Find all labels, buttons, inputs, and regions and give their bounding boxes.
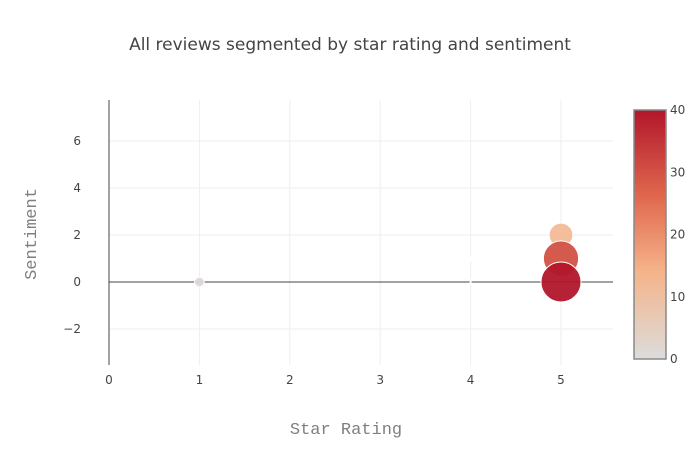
data-point [194, 276, 205, 288]
colorbar-tick-label: 20 [670, 228, 685, 242]
y-tick-label: 2 [73, 228, 81, 242]
chart-title: All reviews segmented by star rating and… [129, 35, 571, 55]
colorbar: 0 10 20 30 40 [633, 103, 685, 366]
colorbar-tick-label: 40 [670, 103, 685, 117]
y-tick-label: 4 [73, 181, 81, 195]
y-tick-label: −2 [63, 322, 81, 336]
data-point [469, 279, 472, 285]
y-tick-label: 6 [73, 134, 81, 148]
x-tick-label: 2 [286, 373, 294, 387]
colorbar-gradient [633, 109, 667, 360]
x-tick-label: 1 [196, 373, 204, 387]
y-tick-labels: −2 0 2 4 6 [63, 134, 81, 336]
y-axis-title: Sentiment [23, 188, 42, 280]
x-tick-labels: 0 1 2 3 4 5 [105, 373, 565, 387]
data-point [540, 261, 582, 303]
grid [109, 100, 613, 365]
x-axis-title: Star Rating [290, 421, 402, 440]
colorbar-tick-label: 30 [670, 165, 685, 179]
x-tick-label: 3 [376, 373, 384, 387]
x-tick-label: 5 [557, 373, 565, 387]
colorbar-tick-label: 0 [670, 352, 678, 366]
axes [108, 100, 613, 365]
data-point [469, 255, 472, 262]
colorbar-tick-label: 10 [670, 290, 685, 304]
data-points [194, 222, 582, 303]
y-tick-label: 0 [73, 275, 81, 289]
x-tick-label: 0 [105, 373, 113, 387]
x-tick-label: 4 [467, 373, 475, 387]
colorbar-tick-labels: 0 10 20 30 40 [670, 103, 685, 366]
